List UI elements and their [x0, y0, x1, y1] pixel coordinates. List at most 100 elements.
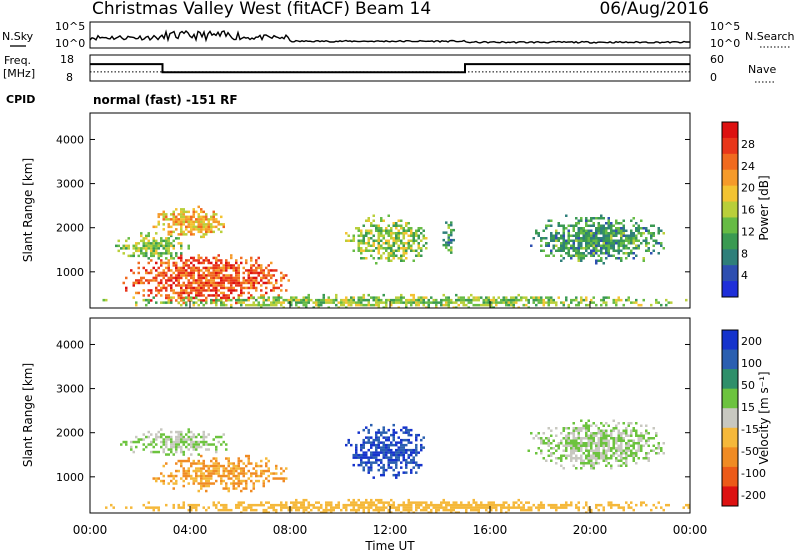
- heatmap-cell: [252, 508, 255, 512]
- heatmap-cell: [512, 503, 515, 507]
- heatmap-cell: [165, 445, 168, 449]
- heatmap-cell: [632, 224, 635, 227]
- heatmap-cell: [162, 284, 165, 287]
- heatmap-cell: [152, 296, 155, 299]
- heatmap-cell: [400, 511, 403, 513]
- heatmap-cell: [280, 303, 283, 307]
- heatmap-cell: [605, 229, 608, 232]
- heatmap-cell: [167, 218, 170, 221]
- heatmap-cell: [627, 234, 630, 237]
- heatmap-cell: [212, 482, 215, 485]
- heatmap-cell: [155, 294, 158, 297]
- heatmap-cell: [397, 473, 400, 477]
- heatmap-cell: [262, 274, 265, 277]
- heatmap-cell: [275, 296, 278, 299]
- heatmap-cell: [195, 228, 198, 231]
- heatmap-cell: [215, 303, 218, 307]
- heatmap-cell: [370, 249, 373, 252]
- heatmap-cell: [262, 469, 265, 473]
- heatmap-cell: [227, 489, 230, 493]
- heatmap-cell: [235, 298, 238, 302]
- heatmap-cell: [162, 228, 165, 231]
- heatmap-cell: [382, 441, 385, 444]
- heatmap-cell: [637, 449, 640, 452]
- heatmap-cell: [485, 503, 488, 507]
- heatmap-cell: [627, 444, 630, 447]
- heatmap-cell: [180, 459, 183, 463]
- heatmap-cell: [540, 501, 543, 504]
- heatmap-cell: [305, 506, 308, 509]
- heatmap-cell: [182, 453, 185, 456]
- heatmap-cell: [185, 274, 188, 277]
- heatmap-cell: [535, 303, 538, 307]
- heatmap-cell: [380, 254, 383, 257]
- heatmap-cell: [150, 443, 153, 446]
- heatmap-cell: [590, 442, 593, 445]
- heatmap-cell: [162, 215, 165, 219]
- heatmap-cell: [635, 301, 638, 304]
- heatmap-cell: [597, 429, 600, 432]
- heatmap-cell: [390, 252, 393, 255]
- heatmap-cell: [382, 506, 385, 509]
- heatmap-cell: [457, 506, 460, 509]
- heatmap-cell: [207, 225, 210, 229]
- heatmap-cell: [240, 289, 243, 292]
- heatmap-cell: [140, 249, 143, 253]
- heatmap-cell: [550, 237, 553, 240]
- heatmap-cell: [585, 296, 588, 299]
- heatmap-cell: [205, 218, 208, 221]
- heatmap-cell: [190, 506, 193, 509]
- heatmap-cell: [212, 438, 215, 441]
- heatmap-cell: [462, 503, 465, 507]
- heatmap-cell: [642, 437, 645, 440]
- heatmap-cell: [310, 503, 313, 507]
- heatmap-cell: [550, 506, 553, 509]
- heatmap-cell: [165, 462, 168, 465]
- heatmap-cell: [262, 472, 265, 475]
- heatmap-cell: [182, 467, 185, 470]
- heatmap-cell: [177, 233, 180, 236]
- heatmap-cell: [587, 457, 590, 460]
- heatmap-cell: [135, 244, 138, 248]
- heatmap-cell: [442, 508, 445, 512]
- heatmap-cell: [177, 269, 180, 272]
- heatmap-cell: [207, 433, 210, 436]
- heatmap-cell: [162, 464, 165, 468]
- heatmap-cell: [407, 244, 410, 247]
- heatmap-cell: [615, 457, 618, 460]
- heatmap-cell: [172, 477, 175, 480]
- heatmap-cell: [560, 457, 563, 460]
- heatmap-cell: [652, 249, 655, 252]
- heatmap-cell: [135, 279, 138, 282]
- heatmap-cell: [185, 271, 188, 275]
- heatmap-cell: [567, 234, 570, 237]
- heatmap-cell: [397, 503, 400, 507]
- heatmap-cell: [215, 445, 218, 449]
- heatmap-cell: [622, 252, 625, 255]
- heatmap-cell: [655, 242, 658, 245]
- heatmap-cell: [597, 244, 600, 247]
- heatmap-cell: [172, 244, 175, 248]
- heatmap-cell: [407, 242, 410, 245]
- heatmap-cell: [560, 247, 563, 250]
- heatmap-cell: [177, 503, 180, 507]
- heatmap-cell: [180, 291, 183, 295]
- heatmap-cell: [220, 266, 223, 270]
- heatmap-cell: [380, 234, 383, 237]
- heatmap-cell: [565, 227, 568, 230]
- heatmap-cell: [635, 503, 638, 507]
- heatmap-cell: [637, 244, 640, 247]
- heatmap-cell: [602, 301, 605, 304]
- heatmap-cell: [132, 252, 135, 255]
- heatmap-cell: [590, 239, 593, 242]
- heatmap-cell: [612, 242, 615, 245]
- heatmap-cell: [575, 429, 578, 432]
- heatmap-cell: [605, 432, 608, 435]
- heatmap-cell: [307, 511, 310, 513]
- heatmap-cell: [235, 487, 238, 490]
- heatmap-cell: [207, 259, 210, 262]
- heatmap-cell: [622, 437, 625, 440]
- heatmap-cell: [212, 462, 215, 465]
- heatmap-cell: [465, 508, 468, 512]
- heatmap-cell: [225, 276, 228, 280]
